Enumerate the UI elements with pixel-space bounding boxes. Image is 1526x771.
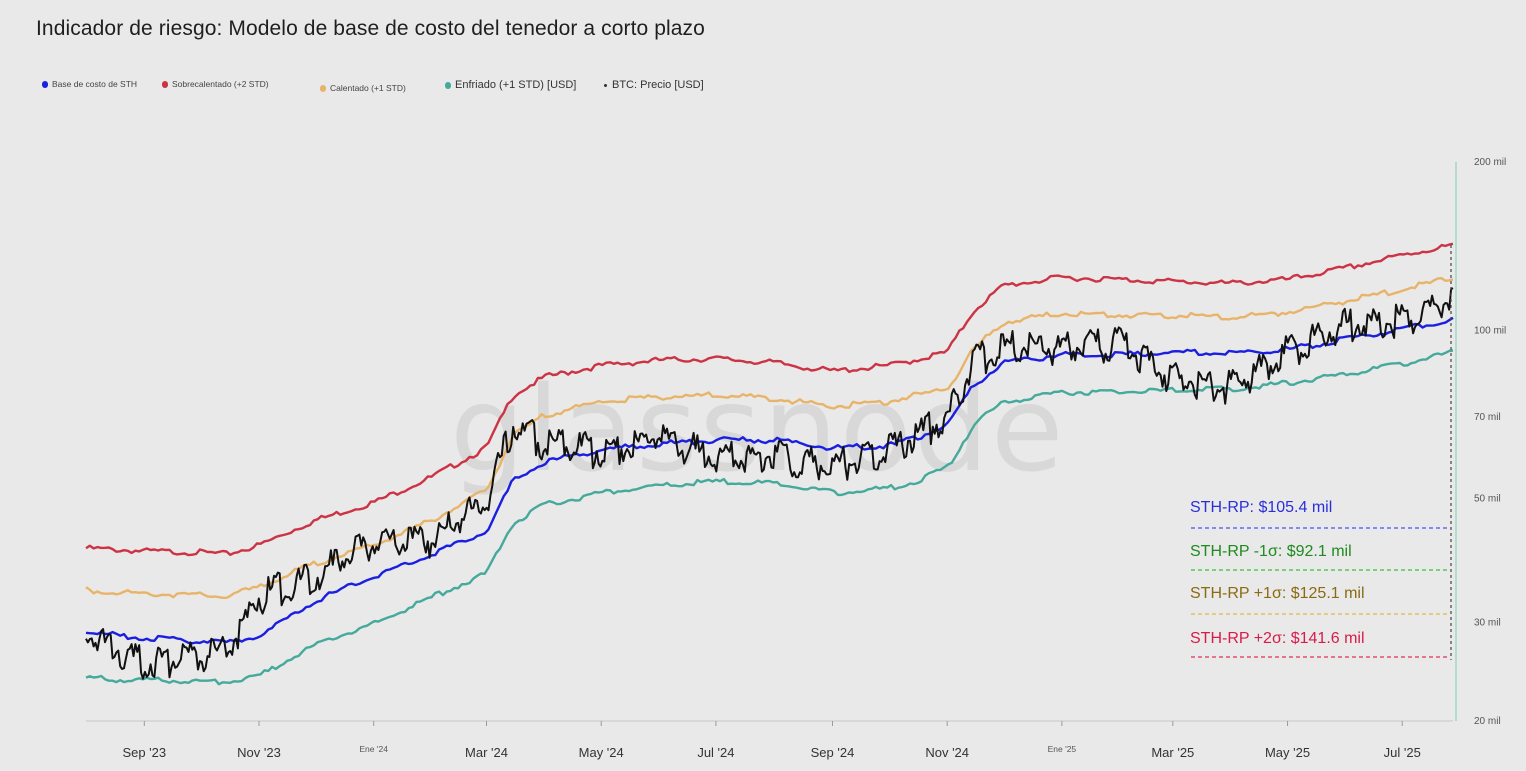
x-tick-label: Sep '24 bbox=[811, 745, 855, 760]
x-tick-label: Mar '25 bbox=[1151, 745, 1194, 760]
legend-item-heated[interactable]: Calentado (+1 STD) bbox=[320, 83, 406, 93]
legend-item-cooled[interactable]: Enfriado (+1 STD) [USD] bbox=[445, 79, 576, 91]
legend-swatch bbox=[445, 81, 451, 89]
legend-swatch bbox=[162, 80, 168, 88]
legend-item-sth-cost-basis[interactable]: Base de costo de STH bbox=[42, 79, 137, 89]
y-tick-label: 30 mil bbox=[1474, 618, 1501, 629]
series-line bbox=[85, 287, 1454, 680]
legend-swatch bbox=[604, 83, 607, 87]
x-tick-label: Jul '25 bbox=[1384, 745, 1421, 760]
annotation-label: STH-RP: $105.4 mil bbox=[1190, 499, 1332, 516]
legend-swatch bbox=[320, 84, 326, 92]
series-line bbox=[85, 349, 1454, 686]
annotations: STH-RP: $105.4 mil STH-RP -1σ: $92.1 mil S… bbox=[1190, 499, 1450, 658]
x-tick-label: Nov '24 bbox=[925, 745, 969, 760]
y-tick-label: 200 mil bbox=[1474, 157, 1506, 168]
legend: Base de costo de STH Sobrecalentado (+2 … bbox=[42, 79, 802, 95]
legend-label: Enfriado (+1 STD) [USD] bbox=[455, 79, 577, 91]
y-tick-label: 20 mil bbox=[1474, 716, 1501, 727]
y-axis: 20 mil 30 mil 50 mil 70 mil 100 mil 200 mil bbox=[1455, 157, 1506, 727]
legend-label: Calentado (+1 STD) bbox=[330, 83, 406, 93]
legend-label: Sobrecalentado (+2 STD) bbox=[172, 79, 269, 89]
annotation-label: STH-RP +1σ: $125.1 mil bbox=[1190, 585, 1365, 602]
legend-label: Base de costo de STH bbox=[52, 79, 138, 89]
x-tick-label: Sep '23 bbox=[122, 745, 166, 760]
x-tick-label: May '25 bbox=[1265, 745, 1310, 760]
series-line bbox=[85, 242, 1454, 557]
x-axis: Sep '23 Nov '23 Ene '24 Mar '24 May '24 Jul '… bbox=[86, 720, 1453, 760]
series-line bbox=[85, 277, 1454, 599]
watermark: glassnode bbox=[450, 360, 1065, 498]
x-tick-label: May '24 bbox=[579, 745, 624, 760]
legend-item-overheated[interactable]: Sobrecalentado (+2 STD) bbox=[162, 79, 269, 89]
series-line bbox=[85, 316, 1454, 645]
y-tick-label: 100 mil bbox=[1474, 325, 1506, 336]
x-tick-label: Nov '23 bbox=[237, 745, 281, 760]
series-layer bbox=[85, 242, 1454, 686]
y-tick-label: 50 mil bbox=[1474, 494, 1501, 505]
chart-title: Indicador de riesgo: Modelo de base de c… bbox=[36, 17, 705, 40]
legend-label: BTC: Precio [USD] bbox=[612, 79, 704, 91]
y-tick-label: 70 mil bbox=[1474, 412, 1501, 423]
annotation-label: STH-RP -1σ: $92.1 mil bbox=[1190, 543, 1352, 560]
x-tick-label: Mar '24 bbox=[465, 745, 508, 760]
legend-swatch bbox=[42, 80, 48, 88]
x-tick-label: Jul '24 bbox=[697, 745, 734, 760]
x-tick-label: Ene '24 bbox=[359, 744, 388, 754]
annotation-label: STH-RP +2σ: $141.6 mil bbox=[1190, 630, 1365, 647]
legend-item-btc-price[interactable]: BTC: Precio [USD] bbox=[604, 79, 704, 91]
x-tick-label: Ene '25 bbox=[1048, 744, 1077, 754]
